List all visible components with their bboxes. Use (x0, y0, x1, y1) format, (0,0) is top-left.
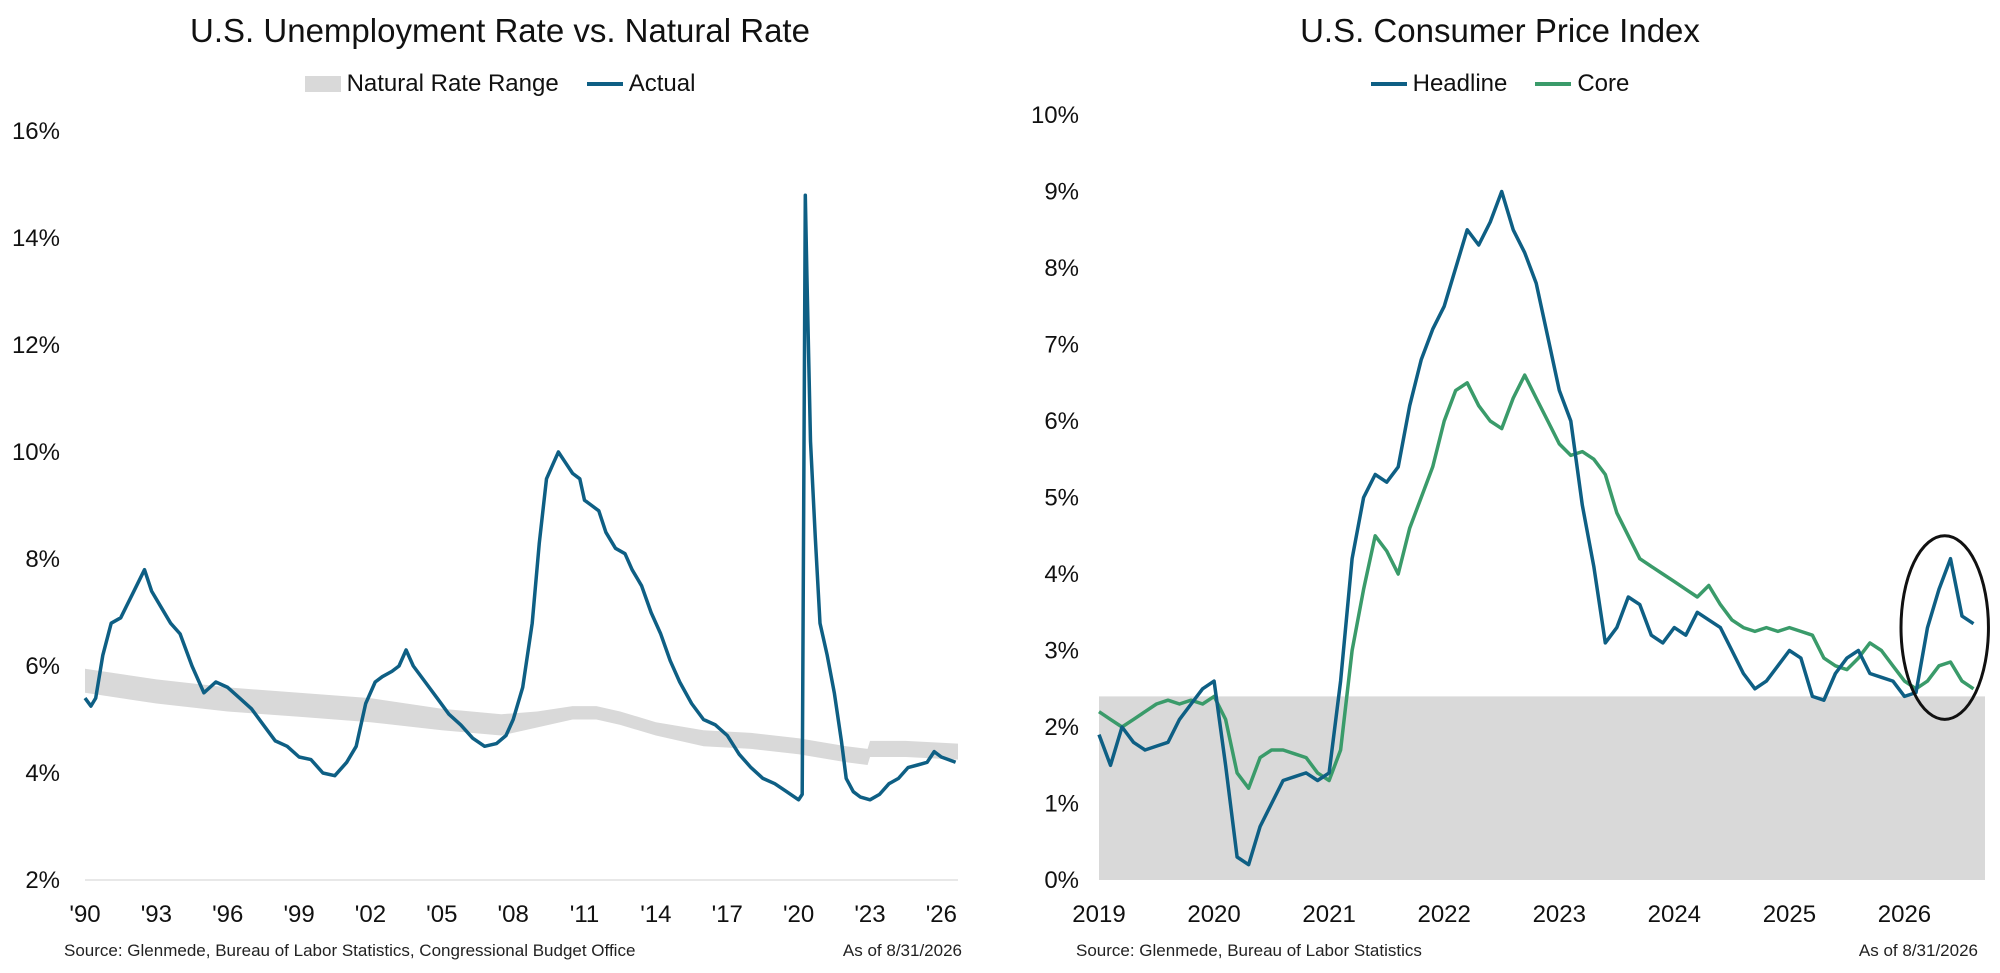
core-cpi-line (1098, 373, 1975, 790)
legend-swatch-core (1535, 82, 1572, 86)
y-tick-label: 14% (12, 225, 60, 252)
y-tick-label: 10% (1031, 102, 1079, 129)
unemployment-chart-title: U.S. Unemployment Rate vs. Natural Rate (190, 12, 810, 49)
x-tick-label: '23 (854, 901, 885, 928)
cpi-chart-panel: U.S. Consumer Price Index Headline Core … (1000, 0, 2000, 973)
x-tick-label: '90 (69, 901, 100, 928)
cpi-plot: 0% 1% 2% 3% 4% 5% 6% 7% 8% 9% 10% 2019 2020 2021 2022 2… (1031, 102, 1990, 928)
x-tick-label: '17 (712, 901, 743, 928)
y-tick-label: 6% (1044, 408, 1079, 435)
x-tick-label: 2023 (1533, 901, 1586, 928)
headline-cpi-line (1097, 189, 1975, 867)
x-tick-label: 2022 (1417, 901, 1470, 928)
y-tick-label: 9% (1044, 179, 1079, 206)
x-tick-label: '11 (570, 901, 600, 928)
unemployment-chart-panel: U.S. Unemployment Rate vs. Natural Rate … (0, 12, 1000, 960)
actual-unemployment-line (83, 193, 957, 802)
x-tick-label: 2021 (1302, 901, 1355, 928)
cpi-legend: Headline Core (1000, 70, 2000, 98)
x-tick-label: '93 (141, 901, 172, 928)
legend-swatch-headline (1370, 82, 1407, 86)
y-tick-label: 16% (12, 118, 60, 145)
unemployment-source-note: Source: Glenmede, Bureau of Labor Statis… (64, 941, 636, 960)
y-tick-label: 0% (1044, 867, 1079, 894)
target-band (1099, 696, 1985, 880)
y-tick-label: 10% (12, 439, 60, 466)
x-tick-label: '20 (783, 901, 814, 928)
x-tick-label: 2020 (1187, 901, 1240, 928)
x-tick-label: 2024 (1648, 901, 1701, 928)
x-tick-label: '14 (640, 901, 671, 928)
y-tick-label: 8% (1044, 255, 1079, 282)
y-tick-label: 2% (1044, 714, 1079, 741)
unemployment-legend: Natural Rate Range Actual (0, 70, 1000, 98)
unemployment-plot: 2% 4% 6% 8% 10% 12% 14% 16% '90 '93 '96 '99 '02 '05 '0… (12, 118, 958, 928)
highlight-ellipse (1899, 534, 1990, 721)
y-tick-label: 3% (1044, 638, 1079, 665)
y-tick-label: 8% (25, 546, 60, 573)
legend-label-natural-rate: Natural Rate Range (346, 70, 559, 97)
x-tick-label: 2019 (1072, 901, 1125, 928)
x-tick-label: '08 (498, 901, 529, 928)
cpi-as-of: As of 8/31/2026 (1858, 941, 1978, 960)
x-tick-label: '99 (283, 901, 314, 928)
legend-item-natural-rate: Natural Rate Range (304, 70, 559, 98)
y-tick-label: 12% (12, 332, 60, 359)
x-tick-label: '96 (212, 901, 243, 928)
natural-rate-band (85, 668, 958, 765)
y-tick-label: 5% (1044, 485, 1079, 512)
legend-label-headline: Headline (1412, 70, 1508, 97)
x-tick-label: 2025 (1763, 901, 1816, 928)
cpi-source-note: Source: Glenmede, Bureau of Labor Statis… (1076, 941, 1422, 960)
unemployment-as-of: As of 8/31/2026 (842, 941, 962, 960)
legend-item-core: Core (1535, 70, 1629, 98)
x-tick-label: '05 (426, 901, 457, 928)
y-tick-label: 6% (25, 653, 60, 680)
y-tick-label: 7% (1044, 332, 1079, 359)
x-tick-label: '02 (355, 901, 386, 928)
y-tick-label: 2% (25, 867, 60, 894)
y-tick-label: 1% (1044, 791, 1079, 818)
legend-swatch-natural-rate (304, 76, 341, 92)
legend-label-core: Core (1577, 70, 1630, 97)
legend-label-actual: Actual (628, 70, 696, 97)
cpi-chart-title: U.S. Consumer Price Index (1300, 12, 1700, 49)
x-tick-label: '26 (926, 901, 957, 928)
y-tick-label: 4% (1044, 561, 1079, 588)
x-tick-label: 2026 (1878, 901, 1931, 928)
legend-item-headline: Headline (1370, 70, 1508, 98)
legend-item-actual: Actual (586, 70, 696, 98)
y-tick-label: 4% (25, 760, 60, 787)
legend-swatch-actual (586, 82, 623, 86)
